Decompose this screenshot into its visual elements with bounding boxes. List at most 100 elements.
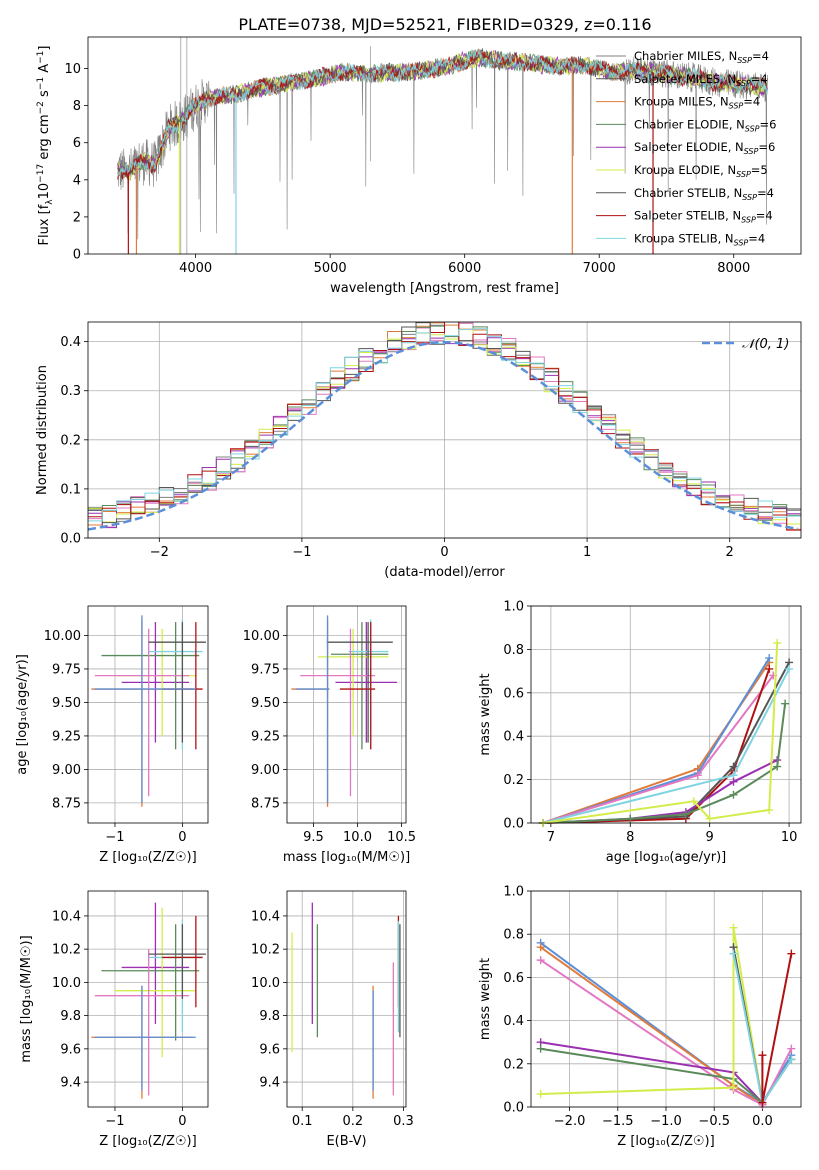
x-axis-label: E(B-V) bbox=[326, 1134, 366, 1149]
weight-line-kroupa_elodie bbox=[540, 927, 764, 1103]
weight-marker bbox=[773, 638, 782, 647]
weight-line-kroupa_elodie bbox=[542, 642, 779, 824]
weight-marker bbox=[787, 1055, 796, 1064]
y-tick-label: 9.25 bbox=[251, 729, 280, 744]
legend-label: Chabrier STELIB, NSSP=4 bbox=[634, 186, 774, 202]
x-tick-label: 7000 bbox=[583, 261, 616, 276]
weight-marker bbox=[773, 762, 782, 771]
y-tick-label: 0.2 bbox=[503, 773, 524, 788]
error-bars bbox=[291, 615, 398, 807]
weight-marker bbox=[758, 1051, 767, 1060]
x-tick-label: 8 bbox=[626, 830, 634, 845]
error-bars bbox=[91, 615, 206, 807]
legend-label: Kroupa MILES, NSSP=4 bbox=[634, 95, 760, 111]
spectrum-model-line-chabrier_stelib bbox=[117, 47, 768, 181]
legend-label: Salpeter ELODIE, NSSP=6 bbox=[634, 140, 775, 156]
spectrum-panel: 4000 5000 6000 7000 8000 0 2 4 6 8 10 wavelength [A… bbox=[36, 36, 802, 296]
x-tick-label: 10 bbox=[781, 830, 798, 845]
weight_vs_age-panel: 7 8 9 10 0.0 0.2 0.4 0.6 0.8 1.0 age [log₁₀(age/yr… bbox=[478, 600, 802, 865]
y-tick-label: 10.0 bbox=[251, 976, 280, 991]
y-tick-label: 9.25 bbox=[52, 729, 81, 744]
weight-marker bbox=[536, 1044, 545, 1053]
y-axis-label: mass weight bbox=[478, 673, 493, 755]
weight-line-pink bbox=[542, 674, 774, 824]
x-tick-label: 10.0 bbox=[343, 830, 372, 845]
x-axis-label: Z [log₁₀(Z/Z☉)] bbox=[617, 1134, 714, 1149]
error-bars bbox=[291, 902, 401, 1099]
legend-label: Chabrier ELODIE, NSSP=6 bbox=[634, 117, 776, 133]
y-tick-label: 9.4 bbox=[259, 1076, 280, 1091]
weight-marker bbox=[729, 1083, 738, 1092]
weight-marker bbox=[729, 777, 738, 786]
y-tick-label: 0.8 bbox=[503, 928, 524, 943]
x-axis-label: wavelength [Angstrom, rest frame] bbox=[330, 281, 559, 296]
weight-line-chabrier_elodie bbox=[540, 1047, 764, 1104]
x-axis-label: Z [log₁₀(Z/Z☉)] bbox=[99, 1134, 196, 1149]
axes-frame bbox=[87, 36, 802, 255]
x-tick-label: 0.3 bbox=[393, 1114, 414, 1129]
age_vs_mass-panel: 9.5 10.0 10.5 8.75 9.00 9.25 9.50 9.75 10.00 mass… bbox=[243, 605, 416, 865]
x-tick-label: 10.5 bbox=[387, 830, 416, 845]
x-tick-label: 0.1 bbox=[292, 1114, 313, 1129]
y-tick-label: 9.8 bbox=[259, 1009, 280, 1024]
weight-marker bbox=[626, 814, 635, 823]
weight-marker bbox=[765, 654, 774, 663]
residuals-legend: 𝒩(0, 1) bbox=[702, 337, 789, 352]
y-tick-label: 10.00 bbox=[243, 629, 280, 644]
weight-marker bbox=[536, 956, 545, 965]
legend-label: 𝒩(0, 1) bbox=[742, 337, 789, 352]
axes-frame bbox=[286, 605, 407, 824]
weight_vs_Z-panel: −2.0 −1.5 −1.0 −0.5 0.0 0.0 0.2 0.4 0.6 0.8 1.0 Z [… bbox=[478, 885, 802, 1149]
y-tick-label: 10.2 bbox=[52, 943, 81, 958]
residuals-panel: −2 −1 0 1 2 0.0 0.1 0.2 0.3 0.4 (data-model)/error… bbox=[35, 321, 802, 580]
x-tick-label: 2 bbox=[726, 545, 734, 560]
x-axis-label: mass [log₁₀(M/M☉)] bbox=[283, 850, 410, 865]
y-tick-label: 8.75 bbox=[52, 796, 81, 811]
histogram-kroupa_stelib bbox=[88, 328, 801, 522]
y-tick-label: 0.0 bbox=[60, 532, 81, 547]
spectrum-model-line-kroupa_stelib bbox=[117, 49, 768, 176]
x-tick-label: 1 bbox=[583, 545, 591, 560]
x-tick-label: 0 bbox=[440, 545, 448, 560]
weight-marker bbox=[705, 814, 714, 823]
normal-curve bbox=[88, 340, 799, 531]
weight-line-chabrier_elodie bbox=[542, 703, 787, 824]
y-tick-label: 0.0 bbox=[503, 1101, 524, 1116]
y-tick-label: 10.4 bbox=[251, 909, 280, 924]
age_vs_Z-panel: −1 0 8.75 9.00 9.25 9.50 9.75 10.00 Z [log₁₀(Z/Z… bbox=[15, 605, 209, 865]
weight-marker bbox=[765, 805, 774, 814]
x-tick-label: 4000 bbox=[179, 261, 212, 276]
x-tick-label: −1 bbox=[105, 1114, 124, 1129]
y-tick-label: 8.75 bbox=[251, 796, 280, 811]
y-tick-label: 10.0 bbox=[52, 976, 81, 991]
x-tick-label: −2 bbox=[150, 545, 169, 560]
legend-label: Kroupa STELIB, NSSP=4 bbox=[634, 231, 765, 247]
weight-marker bbox=[787, 949, 796, 958]
x-tick-label: −0.5 bbox=[698, 1114, 730, 1129]
y-tick-label: 9.8 bbox=[60, 1009, 81, 1024]
weight-marker bbox=[781, 699, 790, 708]
y-tick-label: 0.2 bbox=[60, 433, 81, 448]
y-tick-label: 0.4 bbox=[503, 1014, 524, 1029]
y-tick-label: 10.00 bbox=[44, 629, 81, 644]
weight-marker bbox=[681, 810, 690, 819]
y-tick-label: 0.1 bbox=[60, 482, 81, 497]
y-tick-label: 9.4 bbox=[60, 1076, 81, 1091]
y-tick-label: 9.00 bbox=[52, 763, 81, 778]
weight-marker bbox=[729, 790, 738, 799]
y-tick-label: 0.4 bbox=[503, 730, 524, 745]
y-tick-label: 0.3 bbox=[60, 384, 81, 399]
y-tick-label: 0.8 bbox=[503, 643, 524, 658]
y-tick-label: 2 bbox=[73, 210, 81, 225]
histograms bbox=[88, 322, 801, 531]
weight-line-salpeter_stelib bbox=[542, 668, 771, 824]
legend-label: Salpeter STELIB, NSSP=4 bbox=[634, 209, 773, 225]
y-tick-label: 9.75 bbox=[251, 662, 280, 677]
x-tick-label: 5000 bbox=[314, 261, 347, 276]
x-tick-label: 0 bbox=[178, 830, 186, 845]
weight-marker bbox=[758, 1098, 767, 1107]
weight-line-kroupa_stelib bbox=[542, 668, 790, 824]
y-axis-label: mass weight bbox=[478, 958, 493, 1040]
weight-marker bbox=[785, 664, 794, 673]
axes-frame bbox=[286, 890, 407, 1108]
